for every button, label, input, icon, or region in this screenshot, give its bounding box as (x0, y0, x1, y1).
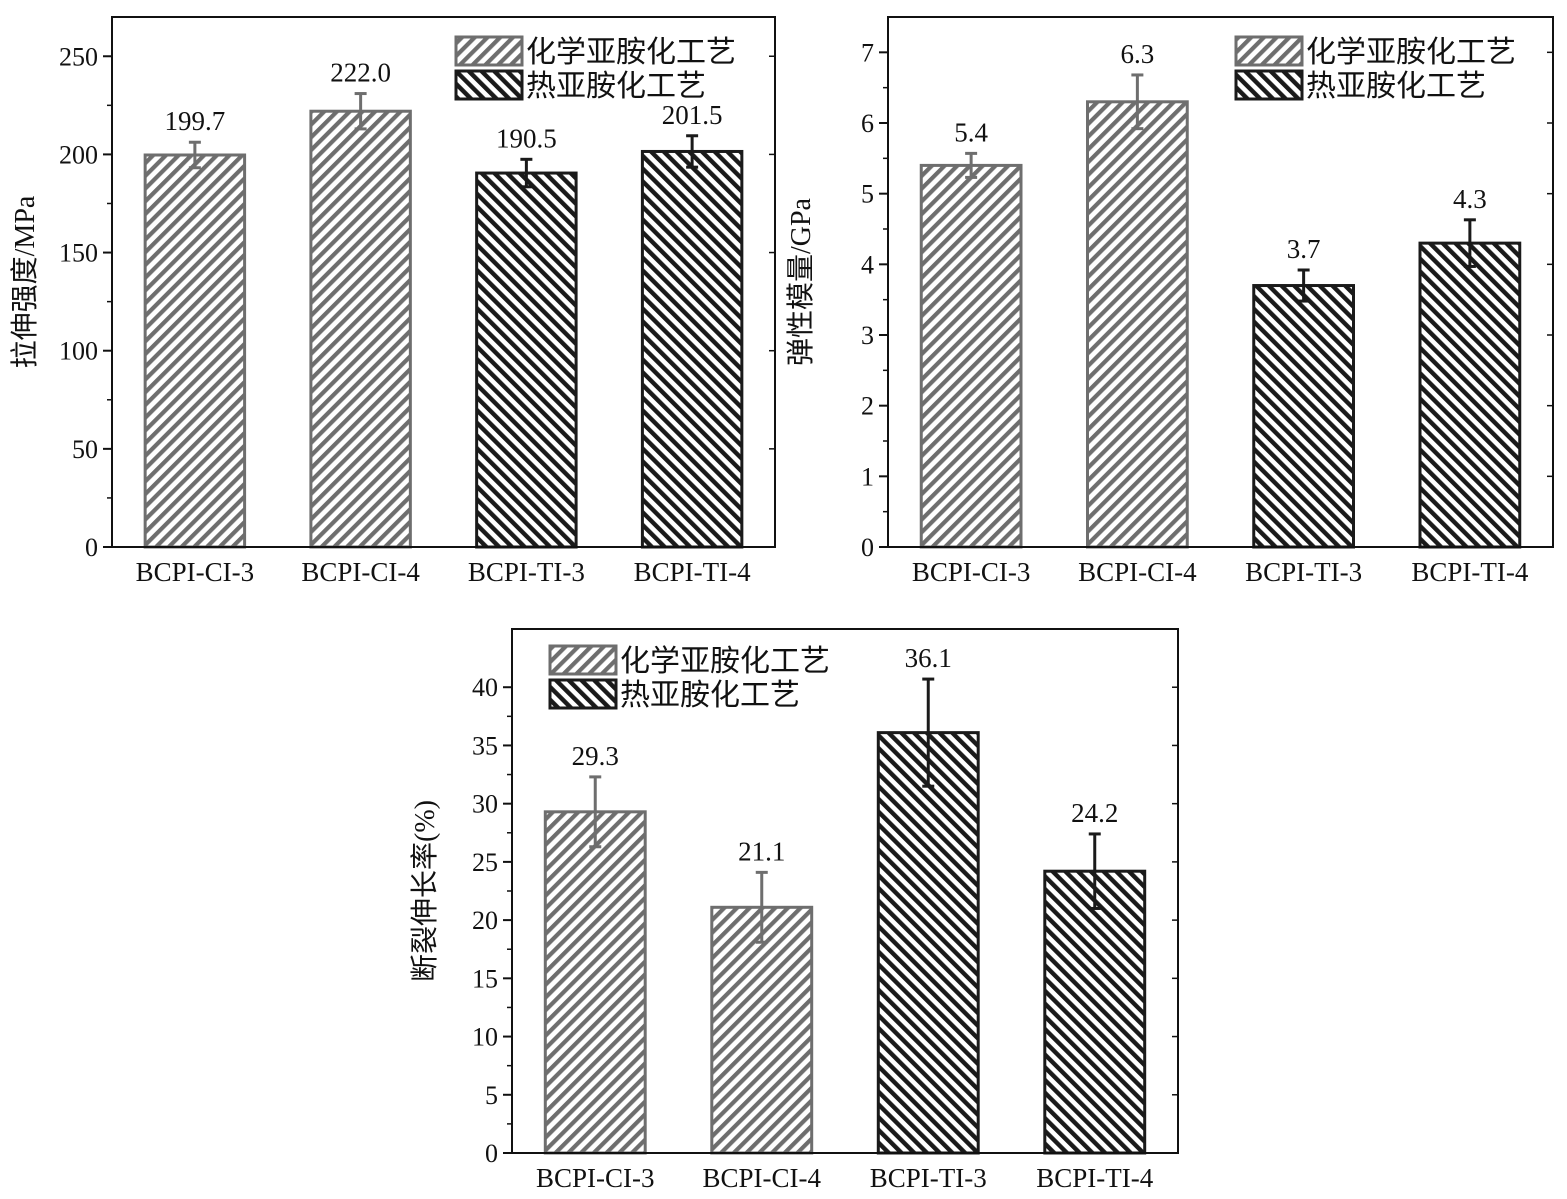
y-tick-label: 150 (59, 239, 98, 268)
error-bar-bcpi-ti-4 (1463, 218, 1476, 268)
error-bar-bcpi-ci-4 (1131, 73, 1144, 131)
legend-swatch (454, 35, 524, 67)
data-label: 5.4 (954, 117, 988, 147)
y-axis-title: 弹性模量/GPa (785, 197, 817, 366)
y-axis-title: 断裂伸长率(%) (409, 800, 441, 982)
y-tick-label: 20 (472, 906, 498, 935)
legend-label: 化学亚胺化工艺 (1306, 36, 1516, 69)
error-bar-bcpi-ci-3 (188, 140, 201, 170)
y-tick-label: 5 (861, 180, 874, 209)
y-tick-label: 5 (485, 1081, 498, 1110)
data-label: 6.3 (1121, 39, 1155, 69)
y-tick-label: 10 (472, 1023, 498, 1052)
error-bar-bcpi-ci-3 (589, 775, 602, 849)
bar-bcpi-ti-4 (640, 149, 744, 549)
y-tick-label: 0 (861, 533, 874, 562)
error-bar-bcpi-ti-3 (922, 677, 935, 788)
y-tick-label: 3 (861, 321, 874, 350)
y-tick-label: 2 (861, 392, 874, 421)
bar-bcpi-ci-4 (1086, 100, 1189, 549)
bar-bcpi-ti-3 (876, 731, 980, 1155)
elastic-modulus-chart: 5.4 BCPI-CI-3 6.3 BCPI-CI-4 3.7 BCPI-TI-3 4.3 B… (785, 16, 1554, 587)
x-tick-label: BCPI-CI-3 (912, 557, 1031, 587)
y-tick-label: 6 (861, 109, 874, 138)
y-tick-label: 0 (85, 533, 98, 562)
data-label: 199.7 (165, 106, 226, 136)
data-label: 29.3 (572, 741, 619, 771)
y-tick-label: 200 (59, 140, 98, 169)
y-tick-label: 1 (861, 462, 874, 491)
error-bar-bcpi-ti-3 (520, 157, 533, 189)
data-label: 190.5 (496, 123, 557, 153)
legend-label: 热亚胺化工艺 (620, 679, 800, 712)
data-label: 4.3 (1453, 184, 1487, 214)
legend-label: 化学亚胺化工艺 (526, 36, 736, 69)
error-bar-bcpi-ti-4 (1088, 832, 1101, 910)
x-tick-label: BCPI-CI-3 (136, 557, 255, 587)
bar-bcpi-ti-4 (1043, 869, 1147, 1155)
tensile-strength-chart: 199.7 BCPI-CI-3 222.0 BCPI-CI-4 190.5 BCPI-TI… (9, 16, 776, 587)
x-tick-label: BCPI-CI-4 (1078, 557, 1197, 587)
legend-swatch (454, 69, 524, 101)
y-tick-label: 40 (472, 673, 498, 702)
x-tick-label: BCPI-CI-4 (702, 1163, 821, 1193)
bar-bcpi-ti-4 (1418, 241, 1522, 549)
error-bar-bcpi-ti-3 (1297, 268, 1310, 303)
bar-bcpi-ti-3 (475, 171, 578, 549)
error-bar-bcpi-ci-3 (965, 151, 978, 179)
bar-bcpi-ti-3 (1252, 284, 1355, 549)
y-tick-label: 100 (59, 337, 98, 366)
y-tick-label: 30 (472, 790, 498, 819)
plot-frame (887, 16, 1554, 548)
y-tick-label: 7 (861, 38, 874, 67)
elongation-at-break-chart: 29.3 BCPI-CI-3 21.1 BCPI-CI-4 36.1 BCPI-TI-3 2… (409, 628, 1179, 1193)
error-bar-bcpi-ci-4 (354, 92, 367, 131)
y-tick-label: 25 (472, 848, 498, 877)
data-label: 3.7 (1287, 234, 1321, 264)
y-tick-label: 35 (472, 731, 498, 760)
x-tick-label: BCPI-CI-4 (301, 557, 420, 587)
error-bar-bcpi-ci-4 (755, 870, 768, 944)
y-axis-title: 拉伸强度/MPa (9, 195, 41, 368)
legend-swatch (548, 644, 618, 676)
legend-swatch (1234, 69, 1304, 101)
y-tick-label: 250 (59, 42, 98, 71)
y-tick-label: 50 (72, 435, 98, 464)
data-label: 21.1 (738, 836, 785, 866)
legend-swatch (548, 678, 618, 710)
legend-label: 热亚胺化工艺 (526, 70, 706, 103)
data-label: 201.5 (662, 100, 723, 130)
legend-label: 热亚胺化工艺 (1306, 70, 1486, 103)
data-label: 222.0 (330, 58, 391, 88)
bar-bcpi-ci-4 (309, 109, 412, 549)
x-tick-label: BCPI-TI-4 (1036, 1163, 1153, 1193)
data-label: 24.2 (1071, 798, 1118, 828)
x-tick-label: BCPI-CI-3 (536, 1163, 655, 1193)
y-tick-label: 0 (485, 1139, 498, 1168)
x-tick-label: BCPI-TI-4 (1411, 557, 1528, 587)
y-tick-label: 15 (472, 964, 498, 993)
x-tick-label: BCPI-TI-3 (870, 1163, 987, 1193)
x-tick-label: BCPI-TI-3 (468, 557, 585, 587)
bar-bcpi-ci-3 (543, 810, 647, 1155)
x-tick-label: BCPI-TI-4 (634, 557, 751, 587)
plot-frame (111, 16, 776, 548)
bar-bcpi-ci-3 (143, 153, 247, 549)
x-tick-label: BCPI-TI-3 (1245, 557, 1362, 587)
error-bar-bcpi-ti-4 (686, 134, 699, 169)
legend-label: 化学亚胺化工艺 (620, 645, 830, 678)
y-tick-label: 4 (861, 250, 874, 279)
data-label: 36.1 (905, 643, 952, 673)
bar-bcpi-ci-4 (710, 905, 814, 1155)
legend-swatch (1234, 35, 1304, 67)
bar-bcpi-ci-3 (919, 163, 1023, 549)
